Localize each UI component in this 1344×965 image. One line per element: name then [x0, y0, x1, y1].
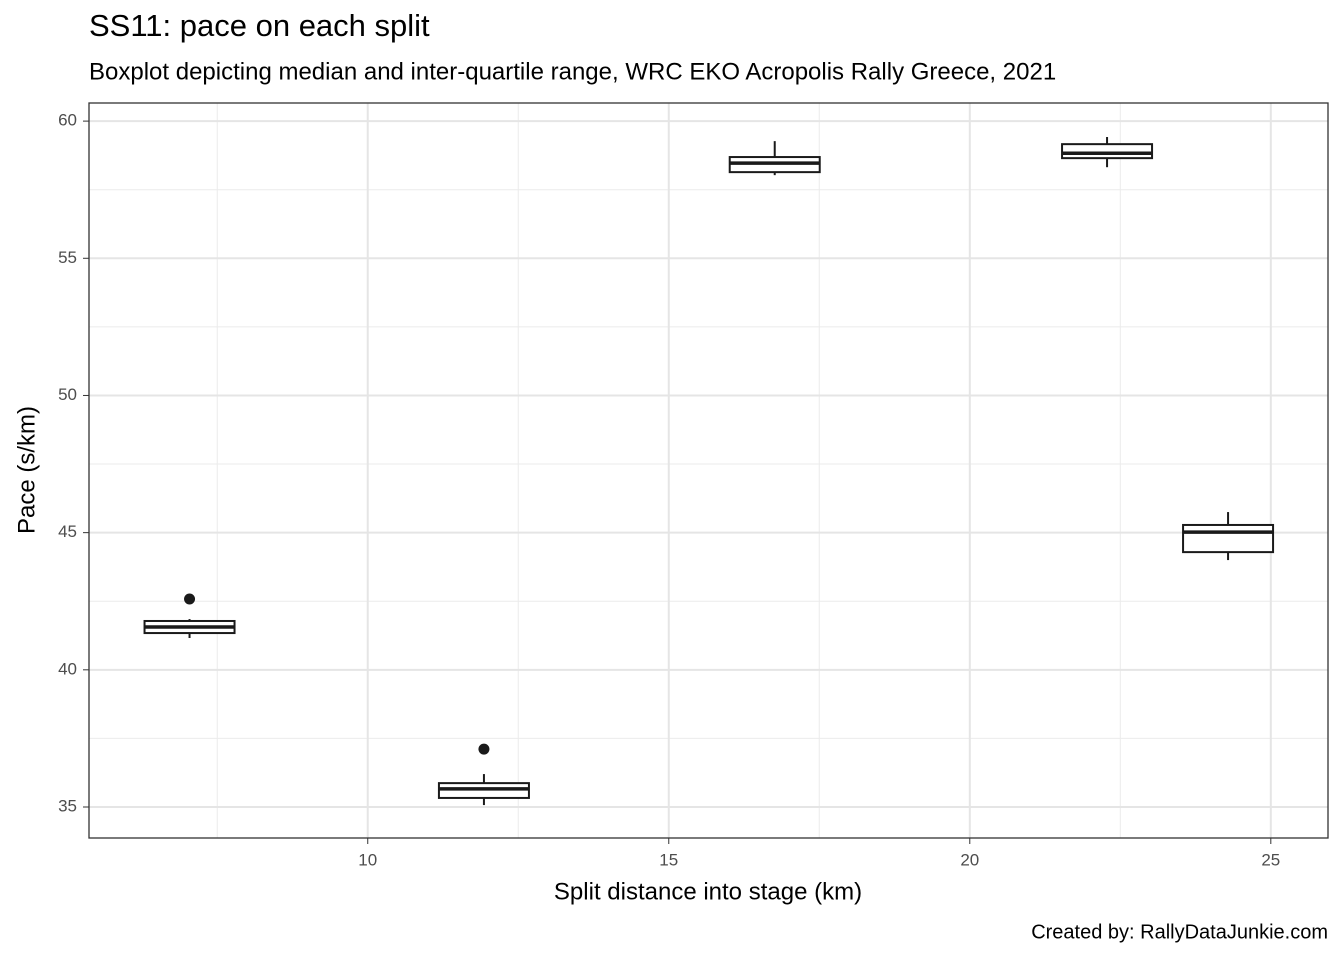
- y-tick-label: 50: [58, 385, 77, 404]
- caption: Created by: RallyDataJunkie.com: [1031, 921, 1328, 943]
- box: [1061, 143, 1154, 160]
- x-tick-label: 15: [659, 850, 678, 869]
- x-axis-title: Split distance into stage (km): [554, 878, 862, 905]
- y-tick-label: 55: [58, 248, 77, 267]
- y-tick-label: 60: [58, 111, 77, 130]
- y-axis-title: Pace (s/km): [13, 406, 40, 534]
- y-tick-label: 40: [58, 659, 77, 678]
- y-tick-label: 45: [58, 522, 77, 541]
- outlier: [184, 593, 196, 605]
- y-tick-label: 35: [58, 796, 77, 815]
- chart-subtitle: Boxplot depicting median and inter-quart…: [89, 58, 1056, 85]
- box: [1182, 523, 1275, 554]
- x-tick-label: 20: [960, 850, 979, 869]
- chart-title: SS11: pace on each split: [89, 8, 430, 43]
- outlier: [478, 743, 490, 755]
- plot-border: [88, 102, 1329, 839]
- x-tick-label: 25: [1261, 850, 1280, 869]
- x-tick-label: 10: [358, 850, 377, 869]
